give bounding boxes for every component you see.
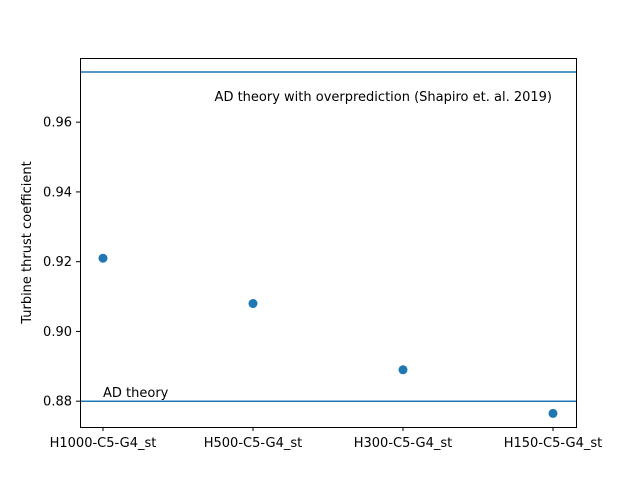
y-tick-label-1: 0.90 [43,325,72,340]
y-tick-label-2: 0.92 [43,255,72,270]
y-tick-label-4: 0.96 [43,116,72,131]
annotation-ad-theory: AD theory [103,386,169,401]
y-axis-label: Turbine thrust coefficient [20,161,35,324]
y-tick-label-0: 0.88 [43,395,72,410]
annotation-overprediction: AD theory with overprediction (Shapiro e… [215,90,552,105]
x-tick-label-3: H150-C5-G4_st [504,436,603,451]
y-tick-label-3: 0.94 [43,185,72,200]
x-tick-label-1: H500-C5-G4_st [204,436,303,451]
x-tick-label-0: H1000-C5-G4_st [50,436,157,451]
data-point-3 [548,408,558,418]
annotations: AD theory with overprediction (Shapiro e… [103,90,552,401]
x-tick-label-2: H300-C5-G4_st [354,436,453,451]
y-axis-ticks: 0.88 0.90 0.92 0.94 0.96 [43,116,80,410]
data-point-2 [398,365,408,375]
reference-lines [80,71,576,402]
x-axis-ticks: H1000-C5-G4_st H500-C5-G4_st H300-C5-G4_st… [50,427,603,451]
plot-frame [80,58,577,428]
data-point-1 [248,299,258,309]
data-points [98,253,558,418]
data-point-0 [98,253,108,263]
plot-area [80,58,576,427]
